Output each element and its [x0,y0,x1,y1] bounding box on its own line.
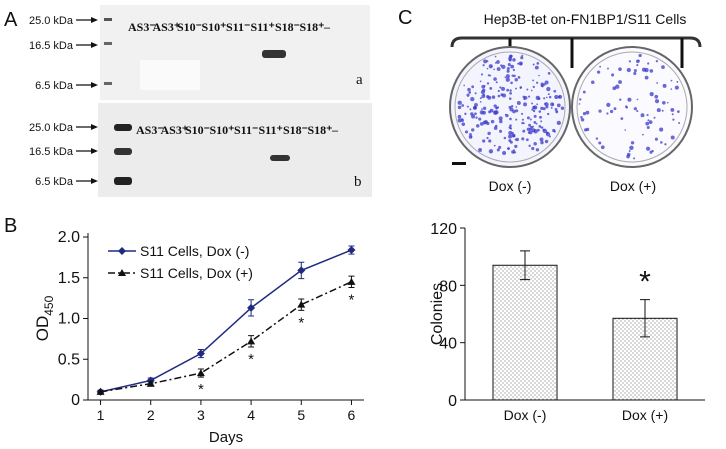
marker-arrowhead [91,148,98,154]
lane-label: S10⁺ [202,20,227,34]
y-axis-label: Colonies [429,283,446,345]
y-tick-label: 1.5 [58,270,80,287]
blot-tag: b [354,174,362,190]
significance-mark: * [248,351,254,368]
marker-arrowhead [91,178,98,184]
error-bar [520,250,530,281]
marker [196,369,205,377]
panel-letter: B [4,215,17,237]
marker-label: 16.5 kDa [29,146,74,158]
x-axis-label: Days [209,429,243,446]
marker-label: 16.5 kDa [29,40,74,52]
marker-label: 6.5 kDa [35,80,74,92]
marker-label: 25.0 kDa [29,122,74,134]
marker-arrowhead [91,82,98,88]
x-tick-label: 6 [348,407,356,423]
dish-image [449,36,702,168]
y-axis-label: OD450 [33,295,56,341]
significance-mark: * [639,266,651,299]
x-tick-label: 5 [297,407,305,423]
blot-image [98,5,372,197]
panel-letter: C [398,7,412,29]
x-tick-label: 1 [97,407,105,423]
marker [347,277,356,285]
y-axis-label-main: OD [33,316,52,342]
y-tick-label: 40 [439,336,457,353]
y-tick-label: 1.0 [58,311,80,328]
marker [247,303,256,312]
marker [196,349,205,358]
lane-label: S11⁻ [226,20,250,34]
lane-label: AS3⁻ [136,123,164,137]
marker [146,379,155,387]
y-axis-label-sub: 450 [42,295,56,315]
lane-label: S11⁺ [251,20,275,34]
lane-label: S10⁺ [210,123,235,137]
lane-label: S18⁺ [300,20,325,34]
series-line [100,281,352,393]
x-tick-label: Dox (+) [622,407,668,423]
image-title: Hep3B-tet on-FN1BP1/S11 Cells [484,11,687,27]
legend-label: S11 Cells, Dox (+) [140,265,253,281]
lane-label: – [323,20,331,34]
lane-label: S11⁻ [234,123,258,137]
significance-mark: * [198,381,204,398]
significance-mark: * [349,292,355,309]
marker-label: 25.0 kDa [29,15,74,27]
x-tick-label: Dox (-) [504,407,547,423]
marker-label: 6.5 kDa [35,176,74,188]
lane-label: S10⁻ [177,20,202,34]
y-tick-label: 0 [71,392,80,409]
marker [247,337,256,345]
marker [96,387,105,395]
marker [297,300,306,308]
lane-label: – [331,123,339,137]
lane-label: S18⁻ [283,123,308,137]
legend-label: S11 Cells, Dox (-) [140,243,249,259]
marker [118,247,126,255]
blot-tag: a [356,72,363,88]
x-tick-label: 2 [147,407,155,423]
series-line [100,249,352,393]
y-tick-label: 80 [439,278,457,295]
x-tick-label: 4 [247,407,255,423]
marker [347,246,356,255]
marker-arrowhead [91,124,98,130]
panel-letter: A [4,9,18,31]
y-tick-label: 0.5 [58,351,80,368]
marker [297,266,306,275]
lane-label: AS3⁻ [128,20,156,34]
error-bar [640,299,650,338]
y-tick-label: 0 [448,393,457,410]
significance-mark: * [298,314,304,331]
dish-label: Dox (-) [489,178,532,194]
lane-label: S18⁺ [308,123,333,137]
marker-arrowhead [91,42,98,48]
bar [492,264,558,401]
lane-label: S10⁻ [185,123,210,137]
y-tick-label: 120 [430,221,457,238]
lane-label: AS3⁺ [153,20,181,34]
x-tick-label: 3 [197,407,205,423]
lane-label: S11⁺ [259,123,283,137]
lane-label: S18⁻ [275,20,300,34]
dish-label: Dox (+) [610,178,656,194]
marker [118,269,126,276]
marker-arrowhead [91,17,98,23]
lane-label: AS3⁺ [161,123,189,137]
y-tick-label: 2.0 [58,229,80,246]
